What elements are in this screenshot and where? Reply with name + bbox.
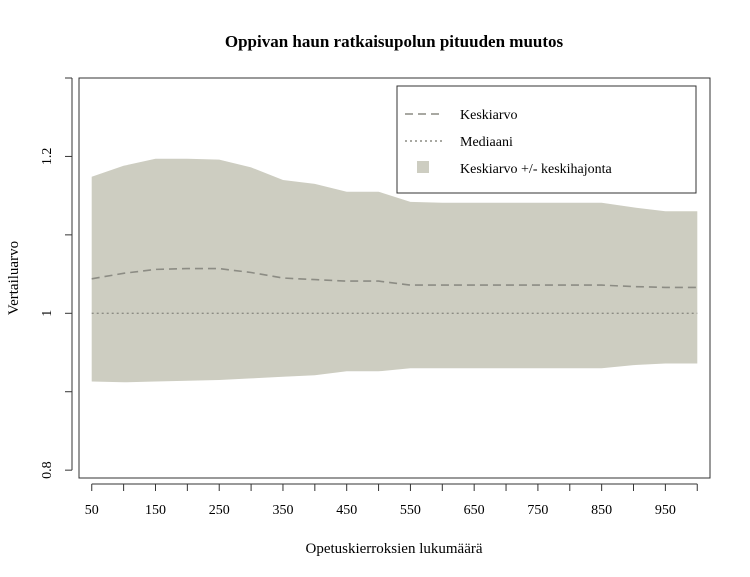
x-tick-label: 550 (400, 503, 421, 518)
y-tick-label: 0.8 (40, 461, 55, 479)
y-tick-label: 1.2 (40, 148, 55, 166)
band-layer (91, 158, 698, 383)
x-tick-label: 350 (272, 503, 293, 518)
legend-band-swatch (417, 161, 429, 173)
x-tick-label: 650 (464, 503, 485, 518)
y-tick-label: 1 (40, 310, 55, 317)
y-axis-label: Vertailuarvo (6, 241, 22, 315)
sd-band (91, 158, 698, 383)
x-axis-label: Opetuskierroksien lukumäärä (305, 541, 482, 557)
x-tick-label: 150 (145, 503, 166, 518)
x-tick-label: 850 (591, 503, 612, 518)
legend: Keskiarvo Mediaani Keskiarvo +/- keskiha… (396, 85, 697, 194)
x-tick-label: 750 (527, 503, 548, 518)
legend-mean-label: Keskiarvo (460, 108, 518, 123)
series-line-0 (91, 267, 698, 289)
chart-title: Oppivan haun ratkaisupolun pituuden muut… (225, 32, 564, 51)
x-tick-label: 450 (336, 503, 357, 518)
x-tick-label: 950 (655, 503, 676, 518)
legend-band-label: Keskiarvo +/- keskihajonta (460, 162, 613, 177)
legend-median-label: Mediaani (460, 135, 513, 150)
x-tick-label: 50 (85, 503, 99, 518)
plot-frame (78, 77, 711, 479)
y-axis: 0.8 1 1.2 (40, 77, 73, 479)
x-tick-label: 250 (209, 503, 230, 518)
series-layer (91, 267, 698, 314)
x-axis: 50 150 250 350 450 550 650 750 850 950 (85, 483, 698, 518)
legend-box (396, 85, 697, 194)
